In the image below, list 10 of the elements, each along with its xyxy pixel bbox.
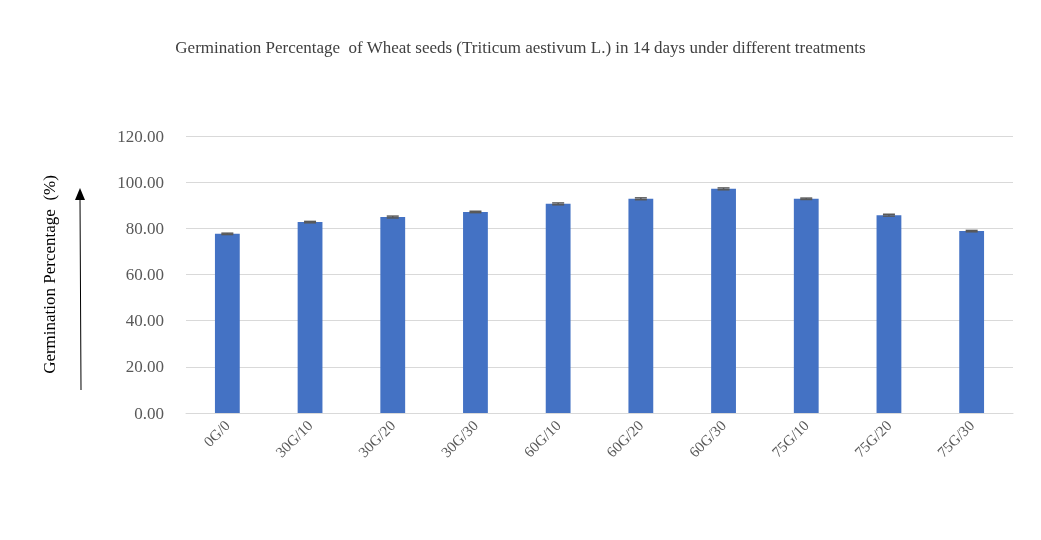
y-tick-label: 100.00 bbox=[117, 172, 164, 192]
y-tick-label: 40.00 bbox=[125, 311, 164, 331]
chart-title: Germination Percentage of Wheat seeds (Triticum aestivum L.) in 14 days under different treatments bbox=[175, 37, 866, 57]
y-tick-label: 20.00 bbox=[125, 357, 164, 377]
x-tick-label: 0G/0 bbox=[200, 417, 234, 450]
y-tick-label: 60.00 bbox=[125, 265, 164, 284]
y-axis-title: Germination Percentage (%) bbox=[40, 175, 59, 374]
y-tick-label: 80.00 bbox=[125, 218, 164, 238]
y-tick-label: 120.00 bbox=[117, 126, 164, 146]
y-tick-label: 0.00 bbox=[134, 403, 164, 423]
